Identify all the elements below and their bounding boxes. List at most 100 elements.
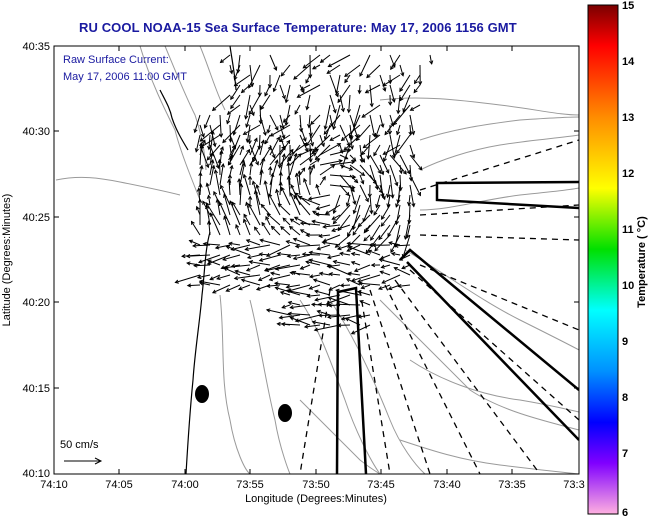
current-vector: [345, 65, 360, 76]
current-vector: [315, 295, 340, 300]
current-vector: [192, 222, 201, 236]
current-vector: [400, 75, 410, 91]
current-vector: [281, 227, 290, 235]
current-vector: [267, 310, 290, 315]
current-vector: [391, 55, 400, 69]
x-tick-label: 73:3: [563, 479, 584, 491]
current-vector: [240, 184, 241, 205]
current-vector: [352, 275, 370, 281]
current-vector: [261, 205, 270, 216]
x-axis-label: Longitude (Degrees:Minutes): [245, 493, 387, 505]
x-tick-label: 74:10: [40, 479, 68, 491]
x-tick-label: 74:05: [105, 479, 133, 491]
y-tick-label: 40:35: [22, 41, 50, 53]
current-vector: [188, 285, 200, 286]
current-vector: [215, 170, 220, 195]
current-vector: [200, 173, 201, 185]
current-vector: [250, 262, 271, 265]
current-vector: [321, 55, 330, 62]
current-vector: [221, 55, 231, 63]
current-vector: [371, 225, 380, 240]
current-vector: [220, 164, 223, 185]
x-tick-label: 73:55: [236, 479, 264, 491]
current-vector: [383, 75, 400, 86]
colorbar-tick: 10: [622, 280, 634, 292]
y-axis-label: Latitude (Degrees:Minutes): [1, 194, 13, 327]
current-vector: [362, 105, 380, 117]
current-vector: [290, 227, 300, 236]
colorbar-label: Temperature ( °C): [636, 216, 648, 308]
colorbar-tick: 9: [622, 336, 628, 348]
current-vector: [220, 203, 230, 226]
current-vector: [228, 105, 240, 114]
shipping-lanes: [300, 140, 579, 474]
current-vector: [244, 219, 250, 235]
current-vector: [242, 280, 260, 285]
colorbar-tick: 11: [622, 224, 634, 236]
x-tick-label: 73:45: [367, 479, 395, 491]
y-tick-labels: 40:35 40:30 40:25 40:20 40:15 40:10: [22, 41, 50, 480]
current-vectors: [175, 55, 432, 334]
current-vector: [315, 325, 340, 330]
current-vector: [220, 115, 221, 137]
current-vector: [290, 305, 310, 308]
current-vector: [370, 85, 372, 107]
y-tick-label: 40:15: [22, 383, 50, 395]
current-vector: [320, 165, 335, 175]
current-vector: [270, 55, 276, 70]
current-vector: [363, 135, 380, 148]
map-content: [56, 46, 579, 474]
current-vector: [283, 218, 290, 225]
current-vector: [355, 265, 370, 271]
current-vector: [246, 95, 250, 119]
current-vector: [272, 226, 281, 235]
colorbar-tick: 6: [622, 507, 628, 519]
x-tick-label: 73:35: [498, 479, 526, 491]
current-vector: [324, 115, 340, 134]
current-vector: [309, 260, 330, 265]
current-vector: [224, 195, 230, 216]
current-vector: [316, 214, 330, 215]
current-vector: [277, 324, 300, 325]
current-vector: [310, 145, 311, 162]
current-vector: [282, 188, 290, 205]
current-vector: [367, 65, 380, 78]
current-vector: [314, 280, 330, 285]
buoy-marker: [278, 404, 292, 422]
current-vector: [382, 275, 400, 283]
current-vector: [363, 205, 370, 222]
colorbar-tick: 7: [622, 448, 628, 460]
current-vector: [390, 175, 393, 198]
current-vector: [394, 105, 410, 125]
current-vector: [375, 235, 390, 251]
current-vector: [370, 115, 375, 136]
scale-arrow: [64, 458, 101, 464]
current-vector: [249, 95, 260, 114]
x-tick-label: 73:40: [433, 479, 461, 491]
scale-label: 50 cm/s: [60, 439, 99, 451]
current-vector: [304, 179, 310, 195]
current-vector: [330, 95, 336, 113]
current-vector: [261, 95, 270, 109]
current-vector: [360, 55, 370, 76]
current-vector: [270, 115, 278, 130]
bathymetry-contours: [56, 46, 579, 474]
current-vector: [325, 105, 330, 129]
current-vector: [358, 275, 380, 282]
current-vector: [262, 223, 270, 235]
current-vector: [213, 95, 230, 110]
y-tick-label: 40:30: [22, 126, 50, 138]
current-vector: [274, 75, 280, 91]
current-vector: [356, 125, 370, 140]
current-vector: [234, 115, 240, 135]
current-vector: [311, 115, 320, 124]
current-vector: [260, 115, 266, 135]
x-tick-labels: 74:10 74:05 74:00 73:55 73:50 73:45 73:4…: [40, 479, 584, 491]
current-vector: [250, 145, 258, 165]
current-vector: [299, 171, 300, 185]
x-tick-label: 74:00: [171, 479, 199, 491]
current-vector: [280, 141, 290, 155]
current-vector: [290, 273, 310, 275]
current-vector: [334, 195, 340, 213]
current-vector: [338, 85, 350, 102]
